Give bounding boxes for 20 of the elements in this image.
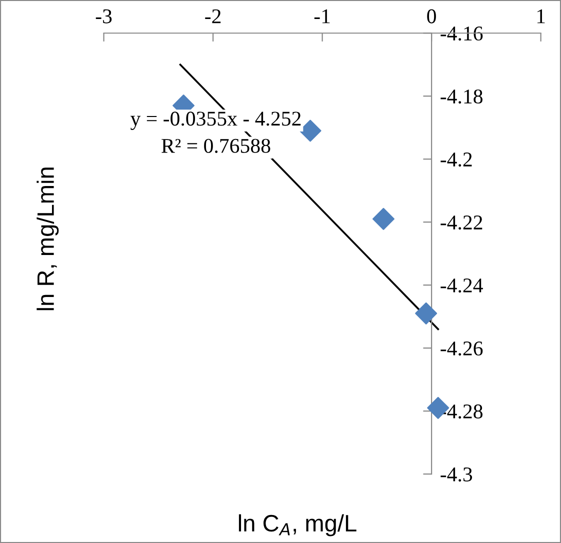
y-tick-label: -4.16 [440, 26, 483, 41]
y-tick-label: -4.22 [440, 216, 482, 230]
x-tick-label: 0 [427, 9, 436, 24]
x-tick-label: 1 [537, 9, 545, 24]
x-tick-label: -1 [314, 9, 330, 24]
y-tick-label: -4.3 [440, 467, 472, 482]
x-tick-label: -3 [96, 9, 112, 24]
y-tick-label: -4.24 [440, 278, 483, 293]
x-axis-title: ln C$_{A}$, mg/L [238, 514, 356, 536]
point [299, 120, 322, 142]
y-tick-label: -4.28 [440, 404, 482, 419]
y-axis-title: ln R, mg/Lmin [36, 168, 59, 310]
x-tick-label: -2 [205, 9, 221, 24]
point [415, 302, 438, 324]
y-tick-label: -4.2 [440, 152, 472, 167]
point [372, 208, 394, 230]
annotation: R² = 0.76588 [162, 138, 270, 153]
y-tick-label: -4.26 [440, 341, 483, 356]
y-tick-label: -4.18 [440, 89, 482, 104]
annotation: y = -0.0355x - 4.252 [130, 112, 301, 130]
